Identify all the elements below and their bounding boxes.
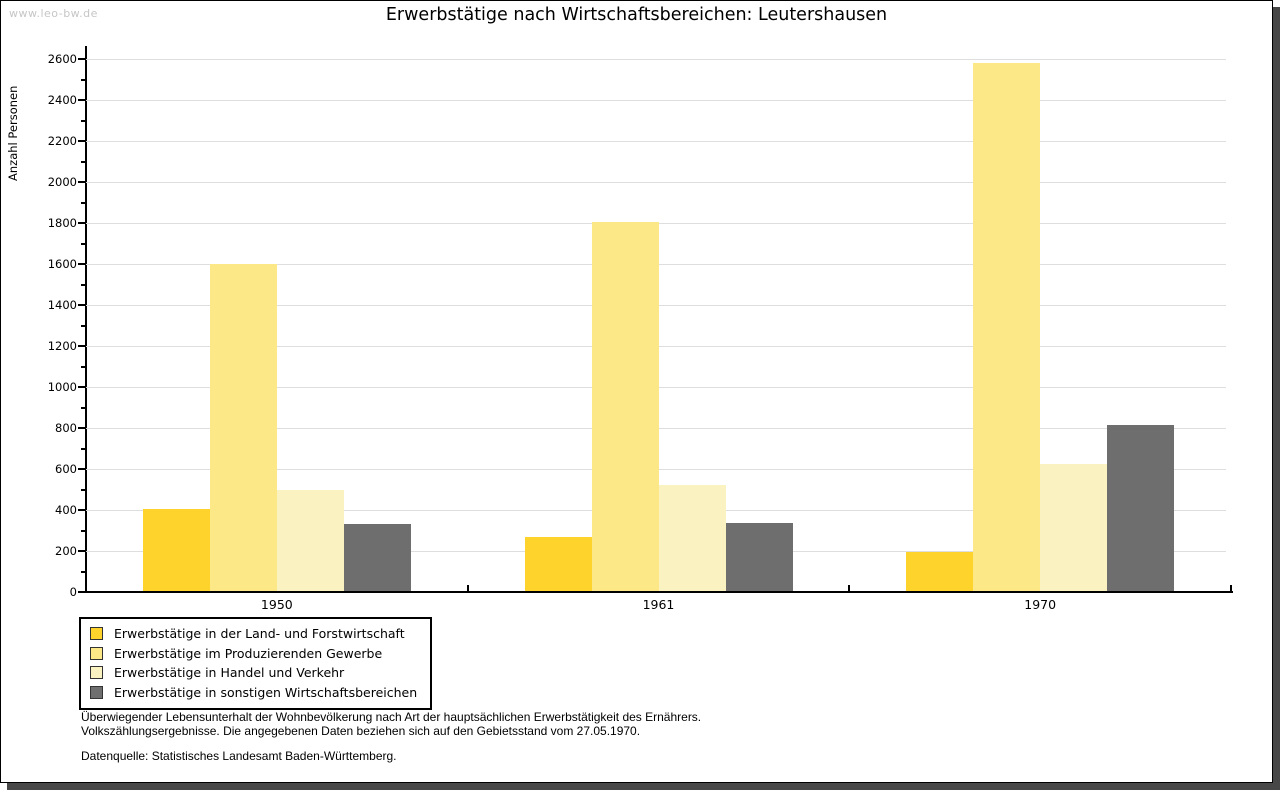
y-major-tick xyxy=(78,304,86,306)
y-tick-label: 800 xyxy=(55,421,77,435)
y-minor-tick xyxy=(81,447,86,450)
y-minor-tick xyxy=(81,201,86,204)
y-minor-tick xyxy=(81,570,86,573)
y-major-tick xyxy=(78,550,86,552)
x-category-label: 1961 xyxy=(642,597,675,612)
footer-note-line2: Volkszählungsergebnisse. Die angegebenen… xyxy=(81,724,641,738)
bar-1961-series1 xyxy=(524,537,592,591)
y-major-tick xyxy=(78,345,86,347)
y-major-tick xyxy=(78,58,86,60)
legend-item: Erwerbstätige in der Land- und Forstwirt… xyxy=(90,624,417,644)
y-major-tick xyxy=(78,99,86,101)
y-tick-label: 2200 xyxy=(47,134,77,148)
y-major-tick xyxy=(78,468,86,470)
bar-1950-series1 xyxy=(142,508,210,591)
y-tick-label: 1200 xyxy=(47,339,77,353)
y-tick-label: 0 xyxy=(69,585,77,599)
y-major-tick xyxy=(78,386,86,388)
y-minor-tick xyxy=(81,160,86,163)
legend-item: Erwerbstätige in Handel und Verkehr xyxy=(90,663,417,683)
site-watermark: www.leo-bw.de xyxy=(9,7,98,20)
bar-1950-series2 xyxy=(209,264,277,591)
y-major-tick xyxy=(78,509,86,511)
y-major-tick xyxy=(78,140,86,142)
legend-label: Erwerbstätige im Produzierenden Gewerbe xyxy=(114,645,383,661)
data-source-note: Datenquelle: Statistisches Landesamt Bad… xyxy=(81,749,397,763)
y-major-tick xyxy=(78,263,86,265)
y-minor-tick xyxy=(81,242,86,245)
bar-1970-series2 xyxy=(973,63,1041,591)
y-minor-tick xyxy=(81,529,86,532)
y-major-tick xyxy=(78,591,86,593)
y-tick-label: 1800 xyxy=(47,216,77,230)
bar-1970-series4 xyxy=(1107,424,1175,591)
legend-label: Erwerbstätige in der Land- und Forstwirt… xyxy=(114,626,405,642)
y-tick-label: 200 xyxy=(55,544,77,558)
y-axis-line xyxy=(85,46,87,593)
legend-item: Erwerbstätige in sonstigen Wirtschaftsbe… xyxy=(90,683,417,703)
y-tick-label: 2000 xyxy=(47,175,77,189)
bar-1961-series2 xyxy=(591,221,659,591)
bar-1950-series3 xyxy=(276,489,344,591)
legend-swatch xyxy=(90,666,103,680)
bar-1950-series4 xyxy=(343,523,411,591)
bar-1970-series3 xyxy=(1040,464,1108,591)
footer-note-line1: Überwiegender Lebensunterhalt der Wohnbe… xyxy=(81,710,702,724)
y-gridline xyxy=(86,141,1226,142)
legend-label: Erwerbstätige in Handel und Verkehr xyxy=(114,665,345,681)
y-major-tick xyxy=(78,427,86,429)
y-gridline xyxy=(86,59,1226,60)
x-boundary-tick xyxy=(1230,585,1232,592)
legend-swatch xyxy=(90,646,103,660)
legend-swatch xyxy=(90,627,103,641)
y-tick-label: 600 xyxy=(55,462,77,476)
legend-box: Erwerbstätige in der Land- und Forstwirt… xyxy=(79,617,433,710)
y-minor-tick xyxy=(81,488,86,491)
y-tick-label: 400 xyxy=(55,503,77,517)
y-minor-tick xyxy=(81,78,86,81)
x-boundary-tick xyxy=(466,585,469,592)
bar-1970-series1 xyxy=(906,552,974,591)
footer-notes: Überwiegender Lebensunterhalt der Wohnbe… xyxy=(81,710,701,763)
y-minor-tick xyxy=(81,324,86,327)
y-tick-label: 1400 xyxy=(47,298,77,312)
y-gridline xyxy=(86,182,1226,183)
legend-label: Erwerbstätige in sonstigen Wirtschaftsbe… xyxy=(114,684,418,700)
y-minor-tick xyxy=(81,119,86,122)
bar-1961-series4 xyxy=(725,522,793,591)
y-minor-tick xyxy=(81,406,86,409)
y-tick-label: 2400 xyxy=(47,93,77,107)
y-minor-tick xyxy=(81,365,86,368)
legend-item: Erwerbstätige im Produzierenden Gewerbe xyxy=(90,644,417,664)
legend-swatch xyxy=(90,685,103,699)
y-tick-label: 2600 xyxy=(47,52,77,66)
y-tick-label: 1000 xyxy=(47,380,77,394)
x-category-label: 1970 xyxy=(1024,597,1057,612)
x-category-label: 1950 xyxy=(260,597,293,612)
y-major-tick xyxy=(78,181,86,183)
y-tick-label: 1600 xyxy=(47,257,77,271)
y-minor-tick xyxy=(81,283,86,286)
y-gridline xyxy=(86,100,1226,101)
x-boundary-tick xyxy=(848,585,851,592)
chart-title: Erwerbstätige nach Wirtschaftsbereichen:… xyxy=(385,5,888,25)
bar-1961-series3 xyxy=(658,484,726,591)
x-axis-line xyxy=(85,591,1233,593)
y-major-tick xyxy=(78,222,86,224)
